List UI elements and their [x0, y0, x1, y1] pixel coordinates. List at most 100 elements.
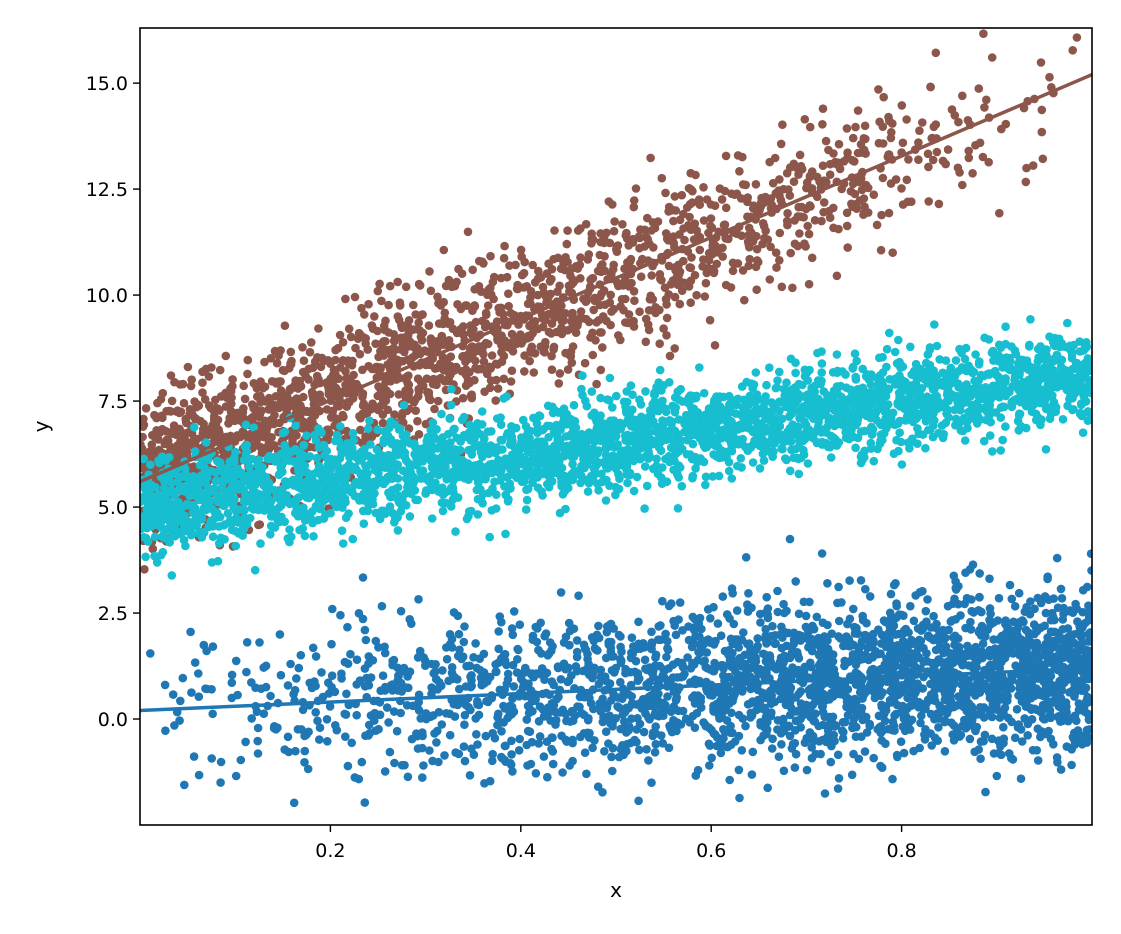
- scatter-point: [199, 419, 208, 429]
- scatter-point: [646, 153, 655, 163]
- scatter-point: [294, 466, 303, 476]
- scatter-point: [501, 529, 510, 539]
- scatter-point: [906, 381, 916, 390]
- scatter-point: [304, 364, 314, 374]
- scatter-point: [266, 415, 276, 425]
- scatter-point: [476, 485, 485, 494]
- scatter-point: [556, 313, 566, 322]
- scatter-point: [841, 370, 850, 379]
- scatter-point: [762, 444, 772, 454]
- scatter-point: [550, 226, 559, 235]
- scatter-point: [934, 199, 944, 209]
- scatter-point: [417, 336, 427, 345]
- scatter-point: [1080, 358, 1090, 368]
- scatter-point: [760, 398, 769, 408]
- scatter-point: [158, 388, 168, 398]
- scatter-point: [657, 479, 667, 489]
- scatter-point: [721, 151, 731, 161]
- scatter-point: [835, 417, 844, 427]
- scatter-point: [988, 381, 998, 391]
- scatter-point: [216, 464, 226, 473]
- scatter-point: [775, 228, 785, 238]
- scatter-point: [661, 229, 671, 238]
- scatter-point: [657, 275, 666, 285]
- scatter-point: [175, 424, 184, 434]
- scatter-point: [819, 176, 829, 185]
- scatter-point: [500, 241, 509, 251]
- scatter-point: [608, 455, 618, 464]
- scatter-point: [502, 472, 512, 482]
- scatter-point: [492, 462, 502, 471]
- scatter-point: [531, 457, 541, 466]
- scatter-point: [393, 312, 403, 321]
- scatter-point: [980, 103, 989, 112]
- scatter-point: [446, 438, 455, 447]
- scatter-point: [568, 308, 577, 318]
- scatter-point: [200, 395, 210, 404]
- scatter-point: [512, 458, 521, 468]
- scatter-point: [629, 287, 639, 296]
- scatter-point: [705, 315, 715, 325]
- scatter-point: [688, 439, 698, 449]
- scatter-point: [293, 482, 303, 492]
- scatter-point: [350, 463, 360, 472]
- scatter-point: [715, 184, 725, 193]
- scatter-point: [931, 120, 941, 129]
- scatter-point: [657, 173, 667, 183]
- scatter-point: [287, 497, 296, 507]
- scatter-point: [377, 296, 386, 306]
- scatter-point: [875, 418, 884, 428]
- scatter-point: [829, 386, 839, 396]
- scatter-point: [544, 309, 553, 319]
- scatter-point: [167, 571, 177, 580]
- scatter-point: [618, 220, 627, 229]
- scatter-point: [148, 544, 158, 554]
- scatter-point: [328, 411, 337, 420]
- scatter-point: [648, 218, 658, 227]
- scatter-point: [636, 272, 646, 282]
- scatter-point: [1002, 353, 1011, 362]
- scatter-point: [953, 163, 963, 173]
- scatter-point: [454, 328, 463, 337]
- scatter-point: [282, 451, 292, 461]
- scatter-point: [1028, 161, 1038, 170]
- scatter-point: [989, 368, 998, 378]
- scatter-point: [688, 198, 697, 207]
- scatter-point: [765, 363, 774, 373]
- scatter-point: [424, 321, 434, 330]
- scatter-point: [606, 438, 616, 447]
- scatter-point: [740, 295, 749, 305]
- scatter-point: [664, 236, 673, 245]
- scatter-point: [528, 329, 537, 338]
- scatter-point: [829, 149, 838, 158]
- scatter-point: [463, 227, 473, 237]
- scatter-point: [670, 243, 679, 252]
- scatter-point: [757, 437, 766, 447]
- scatter-point: [727, 474, 737, 483]
- scatter-point: [582, 296, 591, 306]
- scatter-point: [333, 493, 342, 502]
- scatter-point: [686, 298, 695, 308]
- scatter-point: [988, 447, 997, 456]
- scatter-point: [386, 419, 396, 429]
- scatter-point: [786, 248, 795, 258]
- scatter-point: [243, 369, 252, 379]
- scatter-point: [358, 365, 367, 375]
- scatter-point: [1001, 422, 1010, 431]
- scatter-point: [943, 145, 953, 154]
- scatter-point: [622, 279, 631, 288]
- scatter-point: [570, 439, 580, 449]
- scatter-point: [534, 266, 543, 276]
- scatter-point: [794, 469, 804, 479]
- scatter-point: [781, 454, 790, 463]
- scatter-point: [1021, 177, 1031, 187]
- scatter-point: [842, 383, 851, 393]
- scatter-point: [280, 441, 289, 450]
- scatter-point: [418, 457, 428, 466]
- scatter-point: [316, 378, 325, 388]
- scatter-point: [373, 452, 383, 462]
- scatter-point: [428, 418, 438, 428]
- scatter-point: [884, 208, 894, 218]
- scatter-point: [1067, 353, 1077, 363]
- scatter-point: [442, 362, 452, 371]
